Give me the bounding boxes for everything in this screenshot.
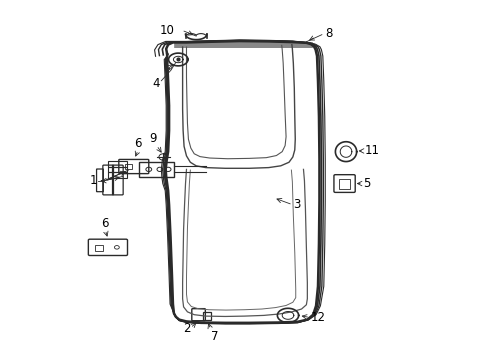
Text: 5: 5 [362, 177, 369, 190]
Text: 11: 11 [364, 144, 379, 157]
Text: 6: 6 [134, 137, 142, 150]
Text: 1: 1 [89, 174, 97, 186]
Text: 12: 12 [309, 311, 325, 324]
Text: 7: 7 [210, 329, 218, 343]
Text: 10: 10 [160, 24, 175, 37]
Text: 3: 3 [292, 198, 300, 211]
Text: 2: 2 [183, 321, 190, 335]
Text: 6: 6 [102, 217, 109, 230]
Text: 8: 8 [325, 27, 332, 40]
Text: 9: 9 [149, 132, 156, 145]
Text: 4: 4 [152, 77, 160, 90]
